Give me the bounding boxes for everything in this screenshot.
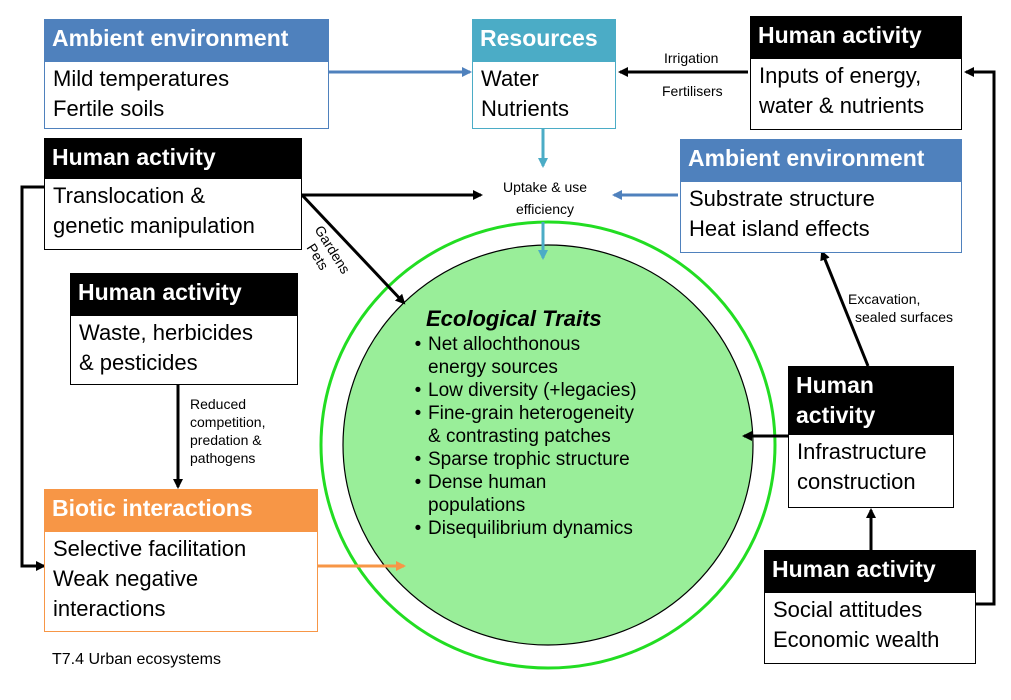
- ecological-traits-title: Ecological Traits: [426, 306, 602, 331]
- box-title-line: activity: [796, 402, 876, 428]
- box-line: Infrastructure: [797, 439, 927, 464]
- arrow-translocation-to-biotic: [20, 185, 46, 571]
- uptake-label: Uptake & use efficiency: [489, 176, 601, 220]
- reduced-label-line: competition,: [190, 414, 266, 430]
- box-line: Substrate structure: [689, 186, 875, 211]
- arrow-infrastructure-to-ambient: [820, 250, 870, 367]
- box-line: Nutrients: [481, 96, 570, 121]
- outer-ring: [319, 220, 777, 670]
- box-body: Water Nutrients: [472, 61, 616, 129]
- trait-item: • Dense human populations: [408, 471, 738, 517]
- irrigation-label: Irrigation: [664, 50, 719, 66]
- box-title: Biotic interactions: [44, 489, 318, 531]
- box-title: Human activity: [764, 550, 976, 592]
- human-activity-waste-box: Human activity Waste, herbicides & pesti…: [70, 273, 298, 385]
- arrow-gardens-pets: [300, 193, 406, 305]
- bullet-glyph: •: [414, 403, 422, 424]
- trait-text: Sparse trophic structure: [428, 449, 630, 470]
- box-line: & pesticides: [79, 350, 198, 375]
- box-title: Human activity: [44, 138, 302, 178]
- ecological-traits-circle: [342, 244, 754, 646]
- box-title: Human activity: [750, 16, 962, 58]
- box-title: Ambient environment: [680, 139, 962, 181]
- box-title: Resources: [472, 19, 616, 61]
- trait-item: • Fine-grain heterogeneity & contrasting …: [408, 402, 738, 448]
- trait-item: • Disequilibrium dynamics: [408, 517, 738, 540]
- bullet-glyph: •: [414, 472, 422, 493]
- box-body: Social attitudes Economic wealth: [764, 592, 976, 664]
- excavation-label-line: sealed surfaces: [855, 309, 954, 325]
- box-line: Social attitudes: [773, 597, 923, 622]
- figure-caption: T7.4 Urban ecosystems: [52, 651, 221, 668]
- box-body: Inputs of energy, water & nutrients: [750, 58, 962, 130]
- reduced-label-line: Reduced: [190, 396, 247, 412]
- bullet-glyph: •: [414, 334, 422, 355]
- human-activity-inputs-box: Human activity Inputs of energy, water &…: [750, 16, 962, 130]
- trait-text: populations: [428, 495, 526, 516]
- box-line: water & nutrients: [759, 93, 925, 118]
- box-line: Heat island effects: [689, 216, 870, 241]
- trait-text: & contrasting patches: [428, 426, 611, 447]
- trait-item: • Low diversity (+legacies): [408, 379, 738, 402]
- reduced-label: Reduced competition, predation & pathoge…: [190, 395, 265, 467]
- box-line: interactions: [53, 596, 166, 621]
- box-body: Selective facilitation Weak negative int…: [44, 531, 318, 632]
- box-line: Translocation &: [53, 183, 206, 208]
- box-body: Mild temperatures Fertile soils: [44, 61, 329, 129]
- trait-item: • Net allochthonous energy sources: [408, 333, 738, 379]
- trait-text: energy sources: [428, 357, 558, 378]
- box-body: Infrastructure construction: [788, 434, 954, 508]
- human-activity-social-box: Human activity Social attitudes Economic…: [764, 550, 976, 664]
- trait-text: Net allochthonous: [428, 334, 581, 355]
- trait-text: Dense human: [428, 472, 547, 493]
- reduced-label-line: predation &: [190, 432, 262, 448]
- box-line: Economic wealth: [773, 627, 940, 652]
- bullet-glyph: •: [414, 518, 422, 539]
- trait-text: Disequilibrium dynamics: [428, 518, 633, 539]
- bullet-glyph: •: [414, 380, 422, 401]
- box-body: Waste, herbicides & pesticides: [70, 315, 298, 385]
- arrow-social-to-human-inputs: [964, 67, 996, 606]
- uptake-label-line: efficiency: [515, 201, 575, 217]
- box-line: Water: [481, 66, 539, 91]
- box-title: Human activity: [788, 366, 954, 434]
- trait-text: Low diversity (+legacies): [428, 380, 637, 401]
- box-title-line: Human: [796, 372, 874, 398]
- ambient-environment-right-box: Ambient environment Substrate structure …: [680, 139, 962, 253]
- uptake-label-line: Uptake & use: [502, 179, 588, 195]
- biotic-interactions-box: Biotic interactions Selective facilitati…: [44, 489, 318, 632]
- box-line: Selective facilitation: [53, 536, 247, 561]
- box-title: Human activity: [70, 273, 298, 315]
- trait-text: Fine-grain heterogeneity: [428, 403, 634, 424]
- human-activity-infrastructure-box: Human activity Infrastructure constructi…: [788, 366, 954, 508]
- human-activity-translocation-box: Human activity Translocation & genetic m…: [44, 138, 302, 250]
- box-line: construction: [797, 469, 916, 494]
- box-title: Ambient environment: [44, 19, 329, 61]
- reduced-label-line: pathogens: [190, 450, 256, 466]
- box-line: Mild temperatures: [53, 66, 230, 91]
- box-body: Translocation & genetic manipulation: [44, 178, 302, 250]
- bullet-glyph: •: [414, 449, 422, 470]
- trait-item: • Sparse trophic structure: [408, 448, 738, 471]
- box-body: Substrate structure Heat island effects: [680, 181, 962, 253]
- box-line: Fertile soils: [53, 96, 165, 121]
- box-line: Weak negative: [53, 566, 199, 591]
- excavation-label: Excavation, sealed surfaces: [848, 290, 953, 326]
- box-line: genetic manipulation: [53, 213, 255, 238]
- box-line: Waste, herbicides: [79, 320, 254, 345]
- ecological-traits-list: Ecological Traits • Net allochthonous ene…: [408, 305, 738, 540]
- fertilisers-label: Fertilisers: [662, 83, 723, 99]
- ambient-environment-box: Ambient environment Mild temperatures Fe…: [44, 19, 329, 129]
- resources-box: Resources Water Nutrients: [472, 19, 616, 129]
- excavation-label-line: Excavation,: [848, 291, 921, 307]
- box-line: Inputs of energy,: [759, 63, 922, 88]
